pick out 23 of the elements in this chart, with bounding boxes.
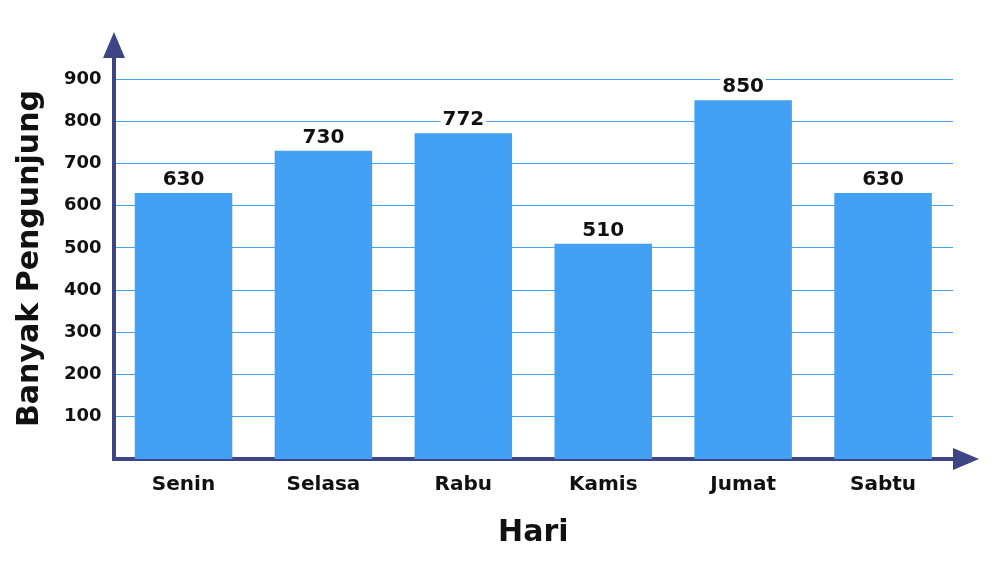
data-label: 850 [722, 73, 765, 98]
y-tick-label: 700 [64, 151, 102, 173]
data-label: 730 [302, 124, 345, 149]
data-label: 630 [162, 166, 205, 191]
y-tick-label: 100 [64, 404, 102, 426]
y-tick-label: 800 [64, 108, 102, 130]
x-tick-label: Kamis [568, 471, 638, 496]
x-tick-label: Senin [151, 471, 216, 496]
y-tick-label: 900 [64, 66, 102, 88]
x-tick-label: Sabtu [850, 471, 917, 496]
y-tick-label: 300 [64, 320, 102, 342]
x-axis-title: Hari [498, 512, 569, 548]
y-axis-title: Banyak Pengunjung [9, 89, 45, 428]
y-tick-label: 400 [64, 277, 102, 299]
y-tick-label: 200 [64, 362, 102, 384]
x-tick-label: Jumat [708, 471, 777, 496]
data-label: 772 [442, 106, 485, 131]
y-tick-label: 500 [64, 235, 102, 257]
x-tick-label: Rabu [434, 471, 493, 496]
data-label: 510 [582, 216, 625, 241]
data-label: 630 [862, 166, 904, 191]
x-tick-label: Selasa [286, 471, 361, 496]
y-tick-label: 600 [64, 193, 102, 215]
